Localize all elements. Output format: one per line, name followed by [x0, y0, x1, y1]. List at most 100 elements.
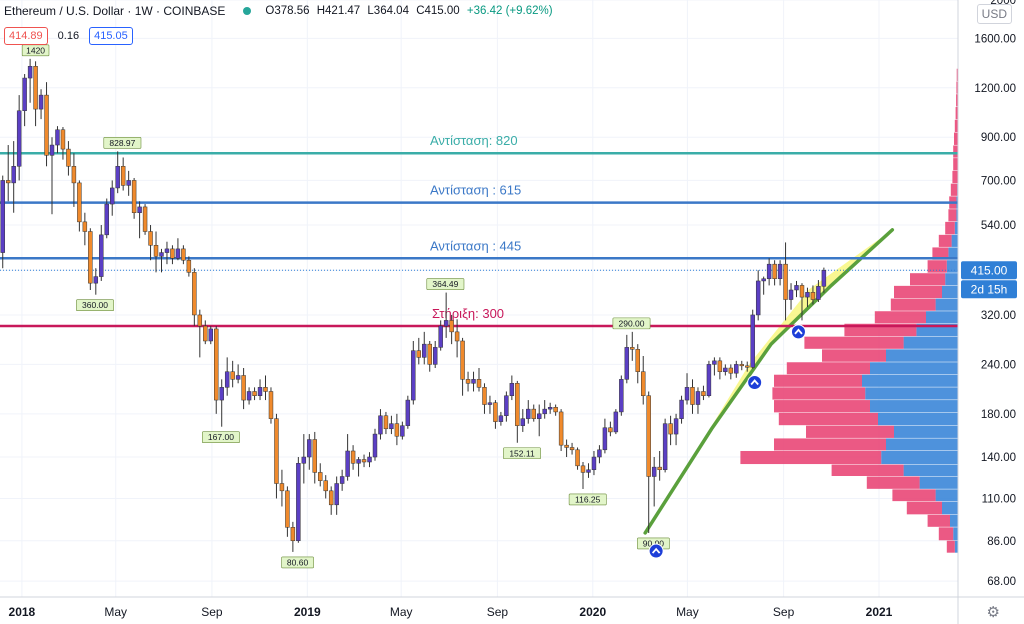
- candle-body: [153, 245, 159, 257]
- candle-body: [597, 449, 602, 458]
- vp-down-bar: [926, 311, 958, 324]
- candle-body: [558, 411, 564, 446]
- vp-up-bar: [956, 94, 958, 107]
- candle-body: [465, 379, 471, 384]
- candle-body: [547, 407, 553, 410]
- candle-body: [635, 349, 640, 372]
- pivot-label-box: [426, 278, 465, 290]
- symbol-title[interactable]: Ethereum / U.S. Dollar · 1W · COINBASE: [4, 4, 226, 18]
- vp-down-bar: [919, 476, 958, 489]
- candle-body: [296, 463, 301, 542]
- vp-up-bar: [806, 425, 894, 438]
- candle-body: [110, 187, 115, 205]
- candle-body: [761, 278, 766, 282]
- price-tick-label: 1600.00: [974, 33, 1016, 45]
- candle-body: [0, 180, 5, 253]
- candle-body: [586, 469, 591, 473]
- vp-down-bar: [878, 412, 958, 426]
- vp-down-bar: [870, 362, 958, 375]
- candle-body: [624, 347, 630, 380]
- candle-body: [668, 423, 673, 435]
- price-tick-label: 140.00: [981, 452, 1016, 464]
- candle-body: [471, 379, 476, 384]
- price-tick-label: 700.00: [981, 175, 1016, 187]
- buy-button[interactable]: 415.05: [89, 27, 133, 45]
- candle-body: [679, 399, 684, 419]
- pivot-label-box: [202, 431, 240, 444]
- time-tick-label: Sep: [487, 605, 509, 619]
- vp-up-bar: [774, 400, 870, 413]
- vp-down-bar: [894, 425, 958, 438]
- candle-body: [175, 248, 181, 259]
- vp-up-bar: [772, 387, 866, 400]
- chevron-up-icon: [651, 547, 661, 554]
- candle-body: [553, 407, 558, 413]
- candle-body: [219, 387, 224, 401]
- candle-body: [44, 94, 49, 156]
- candle-body: [821, 270, 827, 287]
- vp-down-bar: [951, 234, 958, 247]
- level-label: Στήριξη: 300: [432, 306, 504, 321]
- candle-body: [630, 347, 635, 350]
- vp-up-bar: [953, 145, 958, 158]
- candle-body: [257, 387, 263, 396]
- vp-up-bar: [774, 374, 862, 387]
- candle-body: [449, 320, 454, 333]
- countdown-label: 2d 15h: [971, 282, 1008, 296]
- chevron-up-icon: [794, 328, 803, 335]
- trade-buttons: 414.89 0.16 415.05: [4, 27, 133, 45]
- vp-up-bar: [932, 247, 949, 260]
- vp-up-bar: [954, 132, 958, 145]
- buy-signal-icon: [648, 543, 664, 559]
- price-tick-label: 320.00: [981, 310, 1016, 322]
- candle-body: [197, 314, 203, 327]
- candle-body: [712, 360, 717, 365]
- candle-body: [526, 408, 531, 419]
- gear-icon[interactable]: ⚙: [986, 604, 1000, 621]
- candle-body: [345, 450, 350, 477]
- candle-body: [646, 395, 651, 477]
- time-tick-label: May: [104, 605, 127, 619]
- level-label: Αντίσταση : 445: [430, 238, 521, 253]
- ohlc-readout: O378.56 H421.47 L364.04 C415.00 +36.42 (…: [265, 5, 556, 17]
- candle-body: [411, 350, 416, 401]
- pivot-label-box: [612, 317, 651, 330]
- candle-body: [482, 387, 487, 405]
- vp-down-bar: [865, 387, 958, 400]
- currency-button[interactable]: USD: [976, 4, 1012, 24]
- candle-body: [580, 465, 586, 473]
- candle-body: [810, 292, 816, 300]
- candle-body: [422, 343, 427, 358]
- pivot-label-box: [568, 493, 607, 506]
- candle-body: [684, 387, 690, 401]
- candle-body: [279, 483, 285, 492]
- candle-body: [487, 402, 493, 405]
- candle-body: [717, 360, 723, 372]
- candle-body: [93, 276, 99, 284]
- candle-body: [394, 423, 400, 437]
- candle-body: [777, 263, 783, 280]
- pivot-label: 1420: [26, 45, 45, 55]
- vp-up-bar: [954, 119, 958, 133]
- time-tick-label: 2019: [294, 605, 321, 619]
- candle-body: [515, 383, 520, 426]
- vp-up-bar: [906, 501, 942, 515]
- vp-down-bar: [886, 349, 958, 362]
- vp-down-bar: [870, 400, 958, 413]
- price-tick-label: 2000: [990, 0, 1016, 7]
- candle-body: [22, 77, 27, 111]
- buy-signal-icon: [747, 374, 763, 390]
- pivot-label-box: [503, 447, 541, 460]
- vp-down-bar: [942, 501, 958, 515]
- candle-body: [608, 427, 613, 433]
- candle-body: [241, 375, 246, 401]
- candle-body: [38, 94, 44, 110]
- chart-header: Ethereum / U.S. Dollar · 1W · COINBASE O…: [4, 4, 557, 18]
- candle-body: [783, 263, 788, 300]
- candle-body: [728, 367, 734, 374]
- pivot-label: 90.00: [643, 538, 665, 548]
- sell-button[interactable]: 414.89: [4, 27, 48, 45]
- vp-up-bar: [778, 412, 878, 426]
